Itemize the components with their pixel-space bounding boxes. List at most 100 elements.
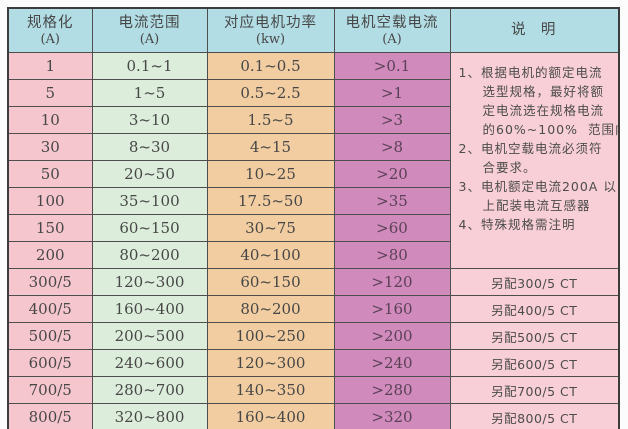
header-power-unit: (kw)	[255, 31, 286, 47]
noload-cell: >20	[333, 160, 451, 188]
noload-cell: >120	[333, 268, 451, 296]
range-cell: 320~800	[91, 403, 208, 429]
table-row: 700/5 280~700 140~350 >280 另配700/5 CT	[7, 376, 620, 404]
range-cell: 35~100	[91, 187, 208, 215]
note-line: 4、特殊规格需注明	[458, 217, 576, 232]
spec-cell: 100	[7, 187, 93, 215]
spec-cell: 30	[7, 133, 93, 161]
power-cell: 80~200	[206, 295, 335, 323]
spec-cell: 200	[7, 241, 93, 269]
header-range-label: 电流范围	[118, 14, 181, 31]
ct-note-cell: 另配800/5 CT	[449, 403, 620, 429]
power-cell: 17.5~50	[206, 187, 335, 215]
range-cell: 20~50	[91, 160, 208, 188]
spec-cell: 700/5	[7, 376, 93, 404]
ct-note-cell: 另配700/5 CT	[449, 376, 620, 404]
note-line: 的60%~100% 范围内。	[482, 122, 619, 137]
range-cell: 8~30	[91, 133, 208, 161]
spec-cell: 800/5	[7, 403, 93, 429]
noload-cell: >200	[333, 322, 451, 350]
header-row: 规格化 (A) 电流范围 (A) 对应电机功率 (kw) 电机空载电流 (A) …	[7, 7, 620, 53]
power-cell: 10~25	[206, 160, 335, 188]
ct-note-cell: 另配500/5 CT	[449, 322, 620, 350]
header-power-label: 对应电机功率	[224, 14, 317, 31]
header-notes-label: 说 明	[511, 22, 558, 38]
noload-cell: >1	[333, 79, 451, 107]
noload-cell: >240	[333, 349, 451, 377]
table-row: 150 60~150 30~75 >60	[7, 214, 619, 242]
note-line: 3、电机额定电流200A 以	[458, 179, 617, 194]
noload-cell: >80	[333, 241, 451, 269]
power-cell: 60~150	[206, 268, 335, 296]
header-power: 对应电机功率 (kw)	[206, 7, 335, 53]
table-row: 5 1~5 0.5~2.5 >1	[7, 79, 619, 107]
header-spec-label: 规格化	[27, 14, 74, 31]
noload-cell: >280	[333, 376, 451, 404]
header-noload-label: 电机空载电流	[345, 14, 439, 31]
power-cell: 40~100	[206, 241, 335, 269]
ct-note-cell: 另配400/5 CT	[449, 295, 620, 323]
noload-cell: >0.1	[333, 52, 451, 80]
header-notes: 说 明	[449, 7, 620, 53]
range-cell: 0.1~1	[91, 52, 208, 80]
note-line: 上配装电流互感器	[482, 198, 591, 213]
notes-merged-cell: 1、根据电机的额定电流 选型规格，最好将额 定电流选在规格电流 的60%~100…	[449, 52, 620, 269]
spec-cell: 300/5	[7, 268, 93, 296]
spec-cell: 5	[7, 79, 93, 107]
note-line: 2、电机空载电流必须符	[458, 141, 603, 156]
table-row: 500/5 200~500 100~250 >200 另配500/5 CT	[7, 322, 620, 350]
table-row: 300/5 120~300 60~150 >120 另配300/5 CT	[7, 268, 620, 296]
noload-cell: >3	[333, 106, 451, 134]
noload-cell: >320	[333, 403, 451, 429]
table-row: 600/5 240~600 120~300 >240 另配600/5 CT	[7, 349, 620, 377]
noload-cell: >8	[333, 133, 451, 161]
table-row: 10 3~10 1.5~5 >3	[7, 106, 619, 134]
header-spec-unit: (A)	[40, 31, 61, 47]
range-cell: 200~500	[91, 322, 208, 350]
range-cell: 60~150	[91, 214, 208, 242]
range-cell: 240~600	[91, 349, 208, 377]
power-cell: 160~400	[206, 403, 335, 429]
spec-cell: 1	[7, 52, 93, 80]
note-line: 定电流选在规格电流	[482, 103, 605, 118]
spec-cell: 400/5	[7, 295, 93, 323]
spec-cell: 10	[7, 106, 93, 134]
spec-cell: 600/5	[7, 349, 93, 377]
spec-cell: 500/5	[7, 322, 93, 350]
range-cell: 280~700	[91, 376, 208, 404]
power-cell: 100~250	[206, 322, 335, 350]
ct-note-cell: 另配300/5 CT	[449, 268, 620, 296]
power-cell: 4~15	[206, 133, 335, 161]
table-row: 100 35~100 17.5~50 >35	[7, 187, 619, 215]
table-row: 800/5 320~800 160~400 >320 另配800/5 CT	[7, 403, 620, 429]
power-cell: 0.1~0.5	[206, 52, 335, 80]
header-noload: 电机空载电流 (A)	[333, 7, 451, 53]
range-cell: 1~5	[91, 79, 208, 107]
header-range-unit: (A)	[139, 31, 160, 47]
range-cell: 3~10	[91, 106, 208, 134]
power-cell: 140~350	[206, 376, 335, 404]
power-cell: 1.5~5	[206, 106, 335, 134]
range-cell: 120~300	[91, 268, 208, 296]
noload-cell: >35	[333, 187, 451, 215]
power-cell: 30~75	[206, 214, 335, 242]
table-row: 400/5 160~400 80~200 >160 另配400/5 CT	[7, 295, 620, 323]
spec-cell: 150	[7, 214, 93, 242]
spec-cell: 50	[7, 160, 93, 188]
note-line: 合要求。	[482, 160, 537, 175]
noload-cell: >60	[333, 214, 451, 242]
table-row: 1 0.1~1 0.1~0.5 >0.1 1、根据电机的额定电流 选型规格，最好…	[7, 52, 620, 269]
power-cell: 120~300	[206, 349, 335, 377]
ct-note-cell: 另配600/5 CT	[449, 349, 620, 377]
range-cell: 160~400	[91, 295, 208, 323]
range-cell: 80~200	[91, 241, 208, 269]
header-spec: 规格化 (A)	[7, 7, 93, 53]
table-row: 200 80~200 40~100 >80	[7, 241, 619, 269]
header-noload-unit: (A)	[382, 31, 402, 47]
noload-cell: >160	[333, 295, 451, 323]
motor-current-spec-table: 规格化 (A) 电流范围 (A) 对应电机功率 (kw) 电机空载电流 (A) …	[7, 7, 620, 429]
power-cell: 0.5~2.5	[206, 79, 335, 107]
header-range: 电流范围 (A)	[91, 7, 208, 53]
note-line: 选型规格，最好将额	[482, 84, 605, 99]
